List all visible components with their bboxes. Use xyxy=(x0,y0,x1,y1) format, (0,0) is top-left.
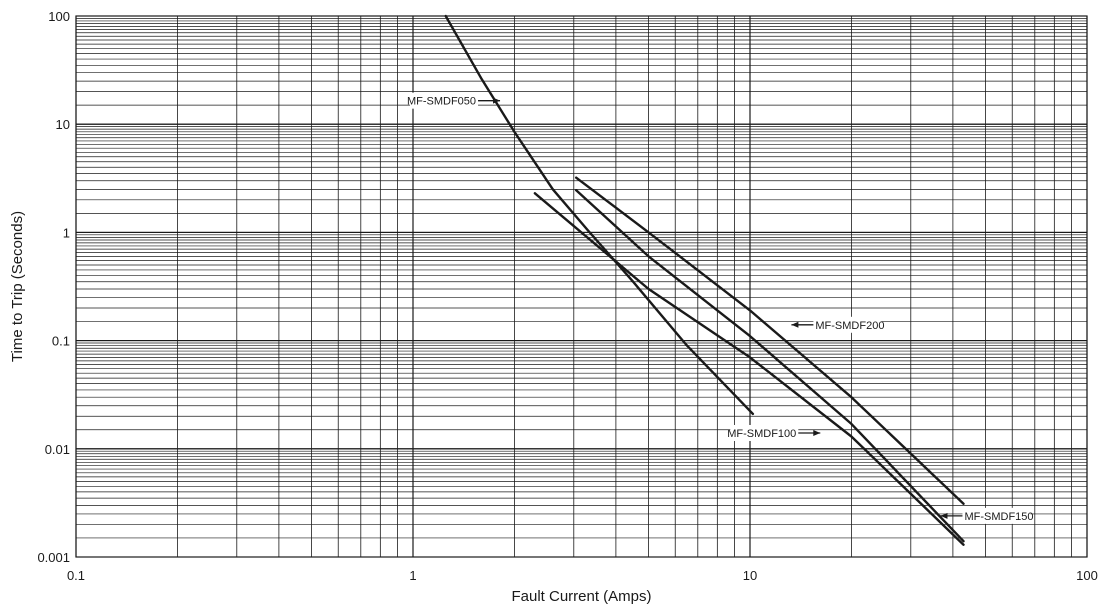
series-line-mf-smdf100 xyxy=(533,192,965,546)
y-tick-label: 10 xyxy=(56,117,70,132)
label-background xyxy=(813,316,882,333)
arrow-head-icon xyxy=(493,97,501,104)
series-label-text: MF-SMDF100 xyxy=(727,428,796,440)
series-line-mf-smdf150 xyxy=(575,189,965,543)
series-label-text: MF-SMDF200 xyxy=(815,320,884,332)
y-tick-label: 0.001 xyxy=(37,550,70,565)
x-tick-label: 1 xyxy=(409,568,416,583)
grid xyxy=(75,15,1088,558)
y-tick-label: 100 xyxy=(48,9,70,24)
series-label-text: MF-SMDF150 xyxy=(964,511,1033,523)
plot-frame xyxy=(75,15,1088,558)
series-line-mf-smdf200 xyxy=(575,176,965,505)
series-label-text: MF-SMDF050 xyxy=(407,96,476,108)
x-tick-label: 10 xyxy=(743,568,757,583)
y-tick-label: 0.01 xyxy=(45,442,70,457)
tick-labels: 0.1 1 10 100 0.001 0.01 0.1 1 10 100 xyxy=(37,9,1097,583)
series-labels: MF-SMDF050 MF-SMDF100 MF-SMDF150 MF-SMDF200 xyxy=(407,92,1034,524)
series-group xyxy=(444,14,965,546)
y-axis-title: Time to Trip (Seconds) xyxy=(9,211,26,362)
label-background xyxy=(410,92,479,109)
x-axis-title: Fault Current (Amps) xyxy=(511,588,651,605)
label-background xyxy=(962,507,1031,524)
y-tick-label: 0.1 xyxy=(52,334,70,349)
label-background xyxy=(730,424,799,441)
series-label-mf-smdf100: MF-SMDF100 xyxy=(727,424,821,441)
series-label-mf-smdf050: MF-SMDF050 xyxy=(407,92,501,109)
arrow-head-icon xyxy=(940,512,948,519)
x-tick-label: 100 xyxy=(1076,568,1098,583)
arrow-head-icon xyxy=(791,321,799,328)
x-tick-label: 0.1 xyxy=(67,568,85,583)
series-label-mf-smdf200: MF-SMDF200 xyxy=(791,316,884,333)
arrow-head-icon xyxy=(813,429,821,436)
series-label-mf-smdf150: MF-SMDF150 xyxy=(940,507,1034,524)
series-line-mf-smdf050 xyxy=(444,14,755,416)
y-tick-label: 1 xyxy=(63,225,70,240)
